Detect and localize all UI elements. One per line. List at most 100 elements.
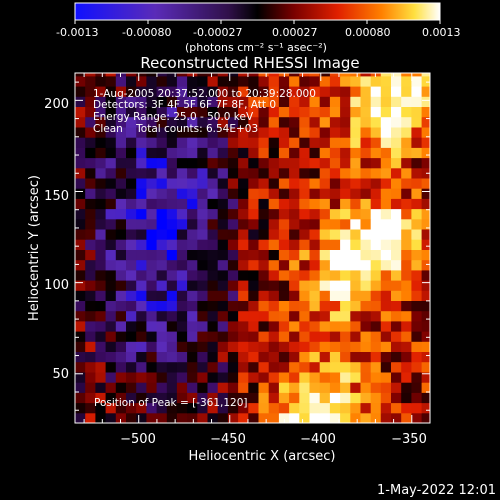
- heatmap-cell: [299, 310, 310, 322]
- heatmap-cell: [156, 239, 168, 250]
- heatmap-cell: [238, 147, 249, 159]
- heatmap-cell: [329, 412, 341, 423]
- heatmap-cell: [340, 188, 351, 199]
- heatmap-cell: [126, 116, 137, 128]
- heatmap-cell: [319, 392, 331, 404]
- heatmap-cell: [166, 96, 178, 107]
- heatmap-cell: [136, 75, 147, 87]
- heatmap-cell: [75, 300, 86, 312]
- heatmap-cell: [319, 106, 331, 118]
- heatmap-cell: [136, 402, 147, 414]
- heatmap-cell: [176, 106, 188, 118]
- heatmap-cell: [115, 269, 127, 281]
- heatmap-cell: [85, 116, 96, 128]
- heatmap-cell: [166, 178, 178, 189]
- heatmap-cell: [401, 269, 412, 281]
- heatmap-cell: [126, 392, 137, 404]
- heatmap-cell: [238, 239, 249, 250]
- heatmap-cell: [329, 239, 341, 250]
- heatmap-cell: [421, 320, 430, 332]
- heatmap-cell: [156, 96, 168, 107]
- heatmap-cell: [391, 280, 402, 291]
- heatmap-cell: [391, 96, 402, 107]
- heatmap-cell: [75, 412, 86, 423]
- heatmap-cell: [207, 280, 219, 291]
- heatmap-cell: [105, 218, 117, 230]
- heatmap-cell: [278, 382, 290, 393]
- heatmap-cell: [136, 341, 147, 352]
- heatmap-cell: [289, 331, 300, 342]
- heatmap-cell: [370, 198, 382, 210]
- heatmap-cell: [248, 392, 259, 404]
- heatmap-cell: [95, 269, 107, 281]
- heatmap-cell: [75, 208, 86, 220]
- heatmap-cell: [217, 198, 229, 210]
- heatmap-cell: [105, 127, 117, 138]
- heatmap-cell: [95, 259, 107, 271]
- heatmap-cell: [207, 269, 219, 281]
- heatmap-cell: [411, 392, 423, 404]
- heatmap-cell: [380, 280, 392, 291]
- heatmap-cell: [95, 249, 107, 261]
- heatmap-cell: [350, 73, 361, 77]
- heatmap-cell: [115, 127, 127, 138]
- heatmap-cell: [309, 127, 321, 138]
- heatmap-cell: [197, 310, 208, 322]
- heatmap-cell: [105, 188, 117, 199]
- heatmap-cell: [146, 86, 158, 97]
- heatmap-cell: [289, 106, 300, 118]
- heatmap-cell: [75, 372, 86, 383]
- heatmap-cell: [176, 392, 188, 404]
- heatmap-cell: [146, 137, 158, 148]
- heatmap-cell: [421, 198, 430, 210]
- heatmap-cell: [340, 290, 351, 301]
- heatmap-cell: [146, 157, 158, 169]
- heatmap-cell: [268, 116, 280, 128]
- heatmap-cell: [299, 402, 310, 414]
- heatmap-cell: [421, 167, 430, 179]
- heatmap-cell: [85, 106, 96, 118]
- heatmap-cell: [217, 157, 229, 169]
- heatmap-cell: [136, 157, 147, 169]
- heatmap-cell: [278, 269, 290, 281]
- heatmap-cell: [126, 259, 137, 271]
- heatmap-cell: [391, 127, 402, 138]
- heatmap-cell: [401, 116, 412, 128]
- heatmap-cell: [75, 127, 86, 138]
- heatmap-cell: [176, 208, 188, 220]
- heatmap-cell: [248, 86, 259, 97]
- heatmap-cell: [146, 188, 158, 199]
- heatmap-cell: [166, 320, 178, 332]
- heatmap-cell: [329, 229, 341, 240]
- heatmap-cell: [126, 402, 137, 414]
- heatmap-cell: [350, 127, 361, 138]
- heatmap-cell: [340, 382, 351, 393]
- heatmap-cell: [329, 116, 341, 128]
- heatmap-cell: [85, 392, 96, 404]
- heatmap-cell: [268, 269, 280, 281]
- heatmap-cell: [309, 412, 321, 423]
- heatmap-cell: [421, 290, 430, 301]
- heatmap-cell: [115, 198, 127, 210]
- heatmap-cell: [268, 300, 280, 312]
- heatmap-cell: [258, 249, 270, 261]
- heatmap-cell: [278, 106, 290, 118]
- heatmap-cell: [421, 229, 430, 240]
- heatmap-cell: [350, 239, 361, 250]
- heatmap-cell: [95, 75, 107, 87]
- heatmap-cell: [85, 178, 96, 189]
- heatmap-cell: [289, 198, 300, 210]
- heatmap-cell: [136, 300, 147, 312]
- heatmap-cell: [319, 137, 331, 148]
- heatmap-cell: [258, 290, 270, 301]
- heatmap-cell: [370, 269, 382, 281]
- heatmap-cell: [176, 300, 188, 312]
- heatmap-cell: [187, 412, 198, 423]
- heatmap-cell: [340, 280, 351, 291]
- heatmap-cell: [176, 310, 188, 322]
- heatmap-cell: [370, 218, 382, 230]
- heatmap-cell: [391, 208, 402, 220]
- heatmap-cell: [299, 218, 310, 230]
- heatmap-cell: [75, 341, 86, 352]
- heatmap-cell: [146, 178, 158, 189]
